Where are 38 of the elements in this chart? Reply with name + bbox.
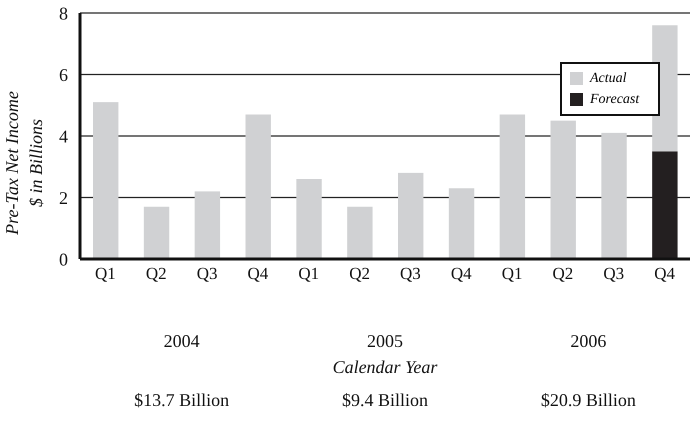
y-tick-label: 4 [59, 126, 68, 146]
bar [194, 191, 220, 259]
text: 2006 [570, 331, 606, 351]
bar [601, 132, 627, 259]
x-tick-label: Q1 [502, 264, 522, 284]
y-tick-label: 8 [59, 3, 68, 24]
text: 2004 [164, 331, 200, 351]
x-tick-label: Q2 [552, 264, 574, 284]
x-tick-label: Q4 [654, 264, 676, 284]
x-tick-label: Q3 [196, 264, 218, 284]
x-tick-label: Q4 [248, 264, 269, 284]
x-tick-label: Q2 [146, 264, 167, 284]
text: $20.9 Billion [540, 390, 636, 410]
bar [500, 114, 526, 259]
bar [144, 206, 170, 259]
legend-label: Forecast [589, 91, 640, 109]
y-axis-title: Pre-Tax Net Income $ in Billions [2, 91, 46, 236]
x-tick-label: Q4 [450, 264, 472, 284]
bar [93, 102, 118, 259]
text: 2005 [367, 331, 403, 351]
legend-label: Actual [588, 70, 628, 88]
y-tick-label: 2 [59, 188, 68, 208]
text: $9.4 Billion [342, 390, 428, 410]
x-tick-label: Q2 [349, 264, 370, 284]
bar [246, 114, 271, 259]
bar [296, 179, 322, 259]
text: $13.7 Billion [134, 390, 230, 410]
bar [347, 206, 373, 259]
bar [398, 172, 424, 259]
x-tick-label: Q1 [95, 264, 116, 284]
x-tick-label: Q3 [603, 264, 624, 284]
x-tick-label: Q3 [400, 264, 421, 284]
bar [448, 188, 474, 259]
bar [550, 120, 576, 259]
x-axis-title: Calendar Year [332, 357, 438, 377]
y-tick-label: 0 [59, 249, 68, 270]
x-tick-label: Q1 [298, 264, 320, 284]
y-tick-label: 6 [59, 64, 68, 85]
